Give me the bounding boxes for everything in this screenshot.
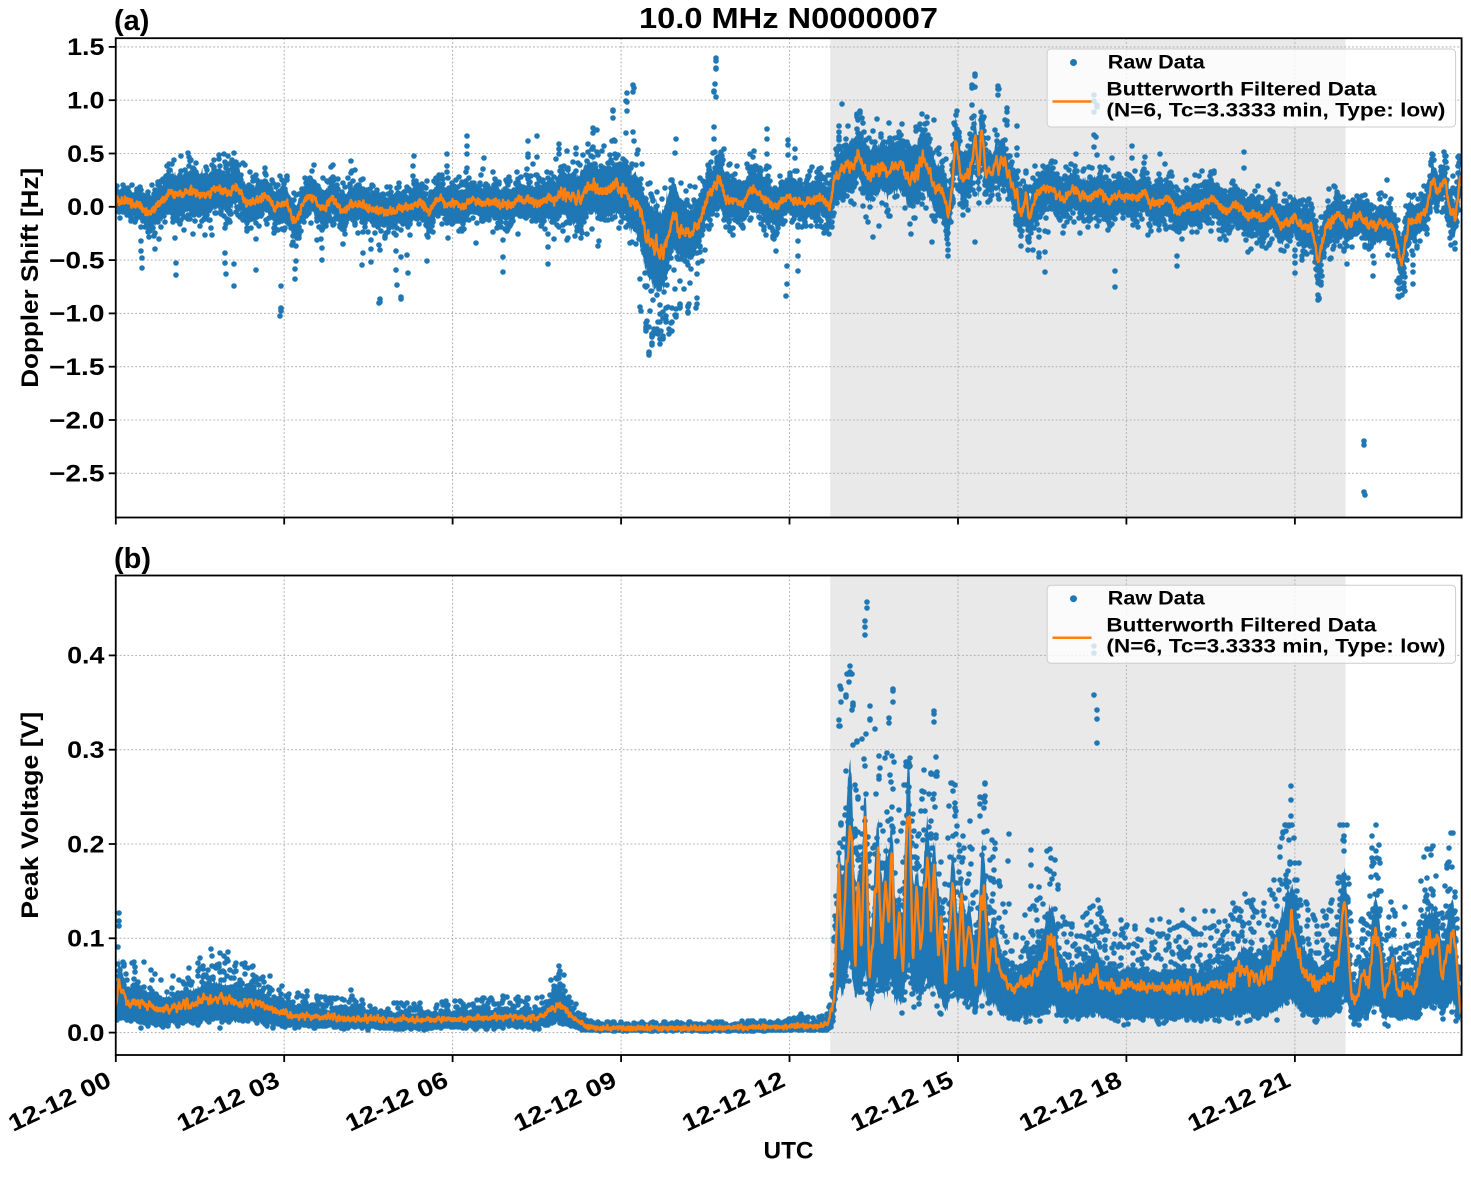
svg-text:(N=6, Tc=3.3333 min, Type: low: (N=6, Tc=3.3333 min, Type: low) [1106, 99, 1445, 121]
svg-text:(a): (a) [114, 5, 149, 37]
svg-text:(N=6, Tc=3.3333 min, Type: low: (N=6, Tc=3.3333 min, Type: low) [1106, 636, 1445, 658]
svg-text:Raw Data: Raw Data [1108, 52, 1205, 74]
svg-text:0.0: 0.0 [67, 1020, 104, 1047]
svg-text:0.1: 0.1 [67, 926, 104, 953]
svg-text:Butterworth Filtered Data: Butterworth Filtered Data [1106, 79, 1376, 101]
svg-text:−1.5: −1.5 [49, 354, 105, 381]
svg-text:0.3: 0.3 [67, 737, 104, 764]
svg-text:−2.0: −2.0 [49, 407, 105, 434]
svg-text:−2.5: −2.5 [49, 461, 105, 488]
svg-text:−1.0: −1.0 [49, 301, 105, 328]
svg-text:Butterworth Filtered Data: Butterworth Filtered Data [1106, 615, 1376, 637]
svg-text:Raw Data: Raw Data [1108, 588, 1205, 610]
svg-text:(b): (b) [114, 543, 151, 575]
svg-text:0.5: 0.5 [67, 141, 104, 168]
svg-text:Doppler Shift [Hz]: Doppler Shift [Hz] [17, 168, 44, 388]
svg-text:10.0 MHz N0000007: 10.0 MHz N0000007 [639, 3, 938, 35]
svg-text:−0.5: −0.5 [49, 247, 105, 274]
svg-text:UTC: UTC [764, 1138, 814, 1165]
svg-text:Peak Voltage [V]: Peak Voltage [V] [17, 712, 44, 919]
svg-text:0.0: 0.0 [67, 194, 104, 221]
svg-text:0.2: 0.2 [67, 831, 104, 858]
svg-text:0.4: 0.4 [67, 643, 105, 670]
svg-text:1.0: 1.0 [67, 88, 104, 115]
svg-text:1.5: 1.5 [67, 34, 104, 61]
